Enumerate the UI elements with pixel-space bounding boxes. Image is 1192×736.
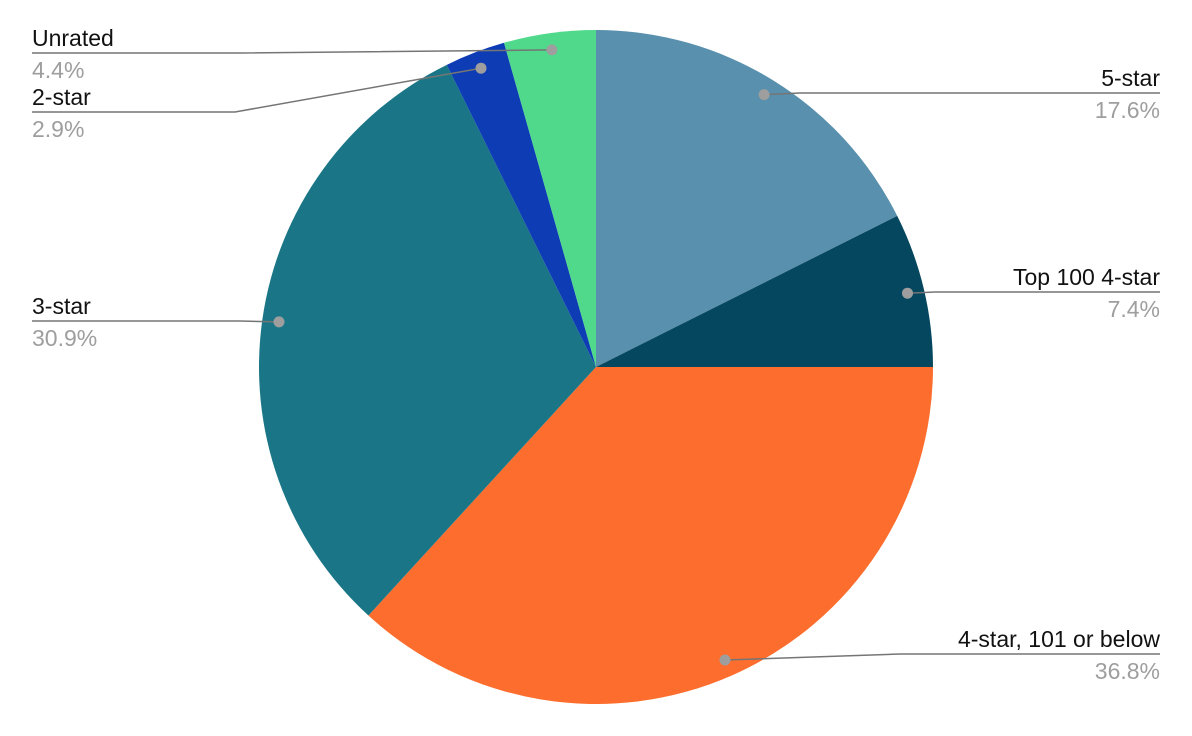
leader-line-top-100-4-star — [907, 291, 1160, 294]
pie-slices — [258, 30, 933, 705]
leader-dot-3-star — [273, 316, 285, 328]
slice-label-5-star: 5-star — [1101, 65, 1160, 91]
pie-callouts: 5-star 17.6% Top 100 4-star 7.4% 4-star, 101… — [32, 25, 1160, 684]
leader-line-unrated — [32, 49, 552, 54]
slice-percent-unrated: 4.4% — [32, 57, 84, 83]
slice-label-unrated: Unrated — [32, 25, 114, 51]
slice-label-2-star: 2-star — [32, 84, 91, 110]
leader-line-3-star — [32, 320, 280, 323]
leader-dot-unrated — [546, 44, 558, 56]
pie-slice-5-star[interactable] — [596, 30, 898, 367]
slice-percent-5-star: 17.6% — [1095, 97, 1160, 123]
leader-line-2-star — [32, 67, 482, 113]
slice-percent-3-star: 30.9% — [32, 325, 97, 351]
slice-label-4-star-101-or-below: 4-star, 101 or below — [958, 626, 1160, 652]
leader-dot-4-star-101-or-below — [719, 654, 731, 666]
pie-slice-2-star[interactable] — [446, 42, 596, 368]
leader-dot-5-star — [758, 89, 770, 101]
leader-dot-2-star — [475, 62, 487, 74]
pie-slice-top-100-4-star[interactable] — [596, 215, 933, 367]
slice-percent-2-star: 2.9% — [32, 116, 84, 142]
pie-slice-3-star[interactable] — [258, 64, 596, 616]
leader-line-4-star-101-or-below — [724, 653, 1160, 661]
pie-slice-4-star-101-or-below[interactable] — [368, 367, 933, 705]
leader-line-5-star — [764, 92, 1160, 96]
leader-dot-top-100-4-star — [902, 287, 913, 299]
slice-label-3-star: 3-star — [32, 293, 91, 319]
slice-percent-top-100-4-star: 7.4% — [1108, 296, 1160, 322]
slice-percent-4-star-101-or-below: 36.8% — [1095, 658, 1160, 684]
slice-label-top-100-4-star: Top 100 4-star — [1013, 264, 1160, 290]
pie-slice-unrated[interactable] — [504, 30, 596, 367]
